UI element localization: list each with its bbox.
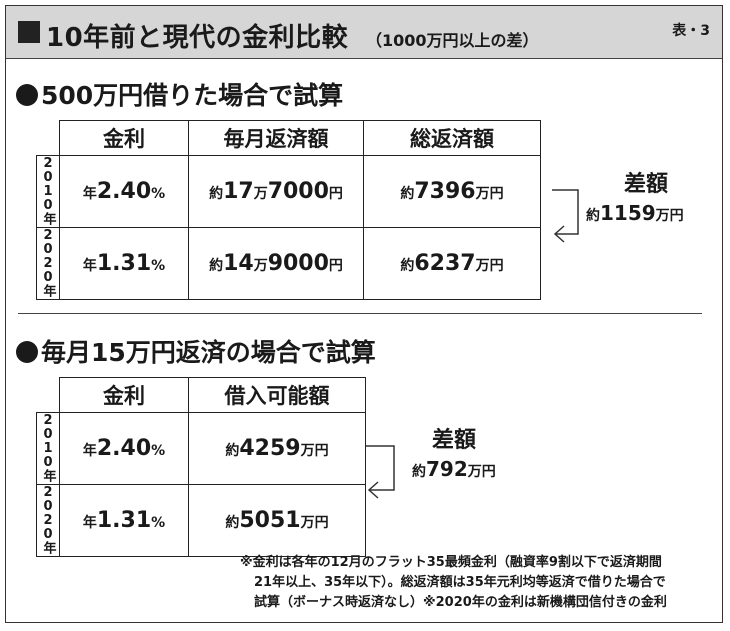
section1-diff-label: 差額 [624, 172, 669, 197]
footnote-line: 21年以上、35年以下）。総返済額は35年元利均等返済で借りた場合で [254, 575, 666, 590]
rate-cell: 年1.31% [59, 227, 189, 300]
col-header-monthly: 毎月返済額 [188, 120, 364, 156]
section2-table: 金利 借入可能額 2010年 年2.40% 約4259万円 2020年 年1.3… [36, 377, 366, 557]
total-cell: 約7396万円 [363, 155, 541, 228]
bullet-dot-icon [16, 341, 38, 363]
section-divider [18, 313, 702, 314]
table-row: 2010年 年2.40% 約4259万円 [36, 412, 366, 485]
bullet-dot-icon [16, 84, 38, 106]
amount-cell: 約5051万円 [188, 484, 366, 557]
difference-bracket-icon [366, 445, 395, 499]
year-cell: 2020年 [36, 227, 60, 300]
table-tag: 表・3 [672, 23, 710, 39]
section1-title: 500万円借りた場合で試算 [41, 81, 344, 110]
page-subtitle: （1000万円以上の差） [366, 31, 539, 50]
monthly-cell: 約14万9000円 [188, 227, 364, 300]
monthly-cell: 約17万7000円 [188, 155, 364, 228]
header-bar: 10年前と現代の金利比較 （1000万円以上の差） 表・3 [6, 6, 722, 59]
col-header-total: 総返済額 [363, 120, 541, 156]
col-header-rate: 金利 [59, 120, 189, 156]
title-square-icon [18, 21, 40, 43]
rate-cell: 年1.31% [59, 484, 189, 557]
table-row: 2020年 年1.31% 約14万9000円 約6237万円 [36, 227, 541, 300]
table-header-row: 金利 借入可能額 [36, 377, 366, 413]
figure-frame [5, 5, 723, 623]
year-cell: 2020年 [36, 484, 60, 557]
section2-diff-value: 約792万円 [412, 457, 496, 481]
section2-diff-label: 差額 [432, 428, 477, 453]
table-row: 2010年 年2.40% 約17万7000円 約7396万円 [36, 155, 541, 228]
section2-title: 毎月15万円返済の場合で試算 [41, 338, 376, 367]
section1-table: 金利 毎月返済額 総返済額 2010年 年2.40% 約17万7000円 約73… [36, 120, 541, 300]
page-title: 10年前と現代の金利比較 [46, 23, 349, 53]
difference-bracket-icon [552, 189, 579, 243]
col-header-rate: 金利 [59, 377, 189, 413]
footnote-line: 試算（ボーナス時返済なし）※2020年の金利は新機構団信付きの金利 [254, 595, 667, 610]
total-cell: 約6237万円 [363, 227, 541, 300]
table-row: 2020年 年1.31% 約5051万円 [36, 484, 366, 557]
year-cell: 2010年 [36, 155, 60, 228]
section1-diff-value: 約1159万円 [586, 201, 684, 225]
col-header-amount: 借入可能額 [188, 377, 366, 413]
footnote-line: ※金利は各年の12月のフラット35最頻金利（融資率9割以下で返済期間 [240, 555, 662, 570]
section1-heading: 500万円借りた場合で試算 [16, 76, 343, 112]
year-cell: 2010年 [36, 412, 60, 485]
footnote: ※金利は各年の12月のフラット35最頻金利（融資率9割以下で返済期間 21年以上… [240, 553, 710, 613]
rate-cell: 年2.40% [59, 155, 189, 228]
amount-cell: 約4259万円 [188, 412, 366, 485]
section2-heading: 毎月15万円返済の場合で試算 [16, 333, 376, 369]
rate-cell: 年2.40% [59, 412, 189, 485]
table-header-row: 金利 毎月返済額 総返済額 [36, 120, 541, 156]
